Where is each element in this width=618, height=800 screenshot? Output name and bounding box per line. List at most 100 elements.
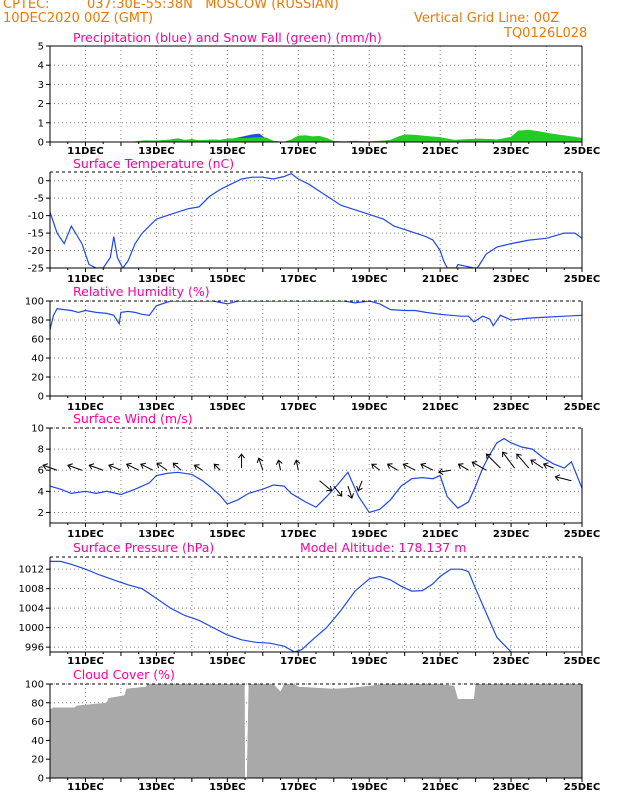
x-tick-label: 19DEC [351, 782, 387, 793]
panel-cloud: 11DEC 13DEC 15DEC 17DEC 19DEC 21DEC 23DEC 25DEC… [25, 667, 600, 793]
wind-arrow-head [193, 464, 200, 471]
wind-arrow-head [530, 459, 537, 465]
wind-arrow-head [125, 462, 132, 469]
y-tick-label: 6 [38, 466, 44, 477]
x-tick-label: 15DEC [209, 274, 245, 285]
panel-title-pressure: Surface Pressure (hPa) [73, 540, 214, 555]
wind-arrow [420, 463, 434, 471]
x-tick-label: 11DEC [67, 656, 103, 667]
wind-arrow [403, 463, 416, 471]
y-tick-label: 20 [31, 755, 44, 766]
y-tick-label: 1 [38, 118, 44, 129]
wind-arrow [555, 476, 572, 482]
y-tick-label: 60 [31, 335, 44, 346]
x-tick-label: 21DEC [422, 656, 458, 667]
x-tick-label: 13DEC [138, 529, 174, 540]
x-tick-label: 23DEC [493, 402, 529, 413]
y-tick-label: 3 [38, 80, 44, 91]
wind-arrow-head [336, 491, 343, 497]
y-tick-label: 4 [38, 487, 44, 498]
wind-arrow-head [140, 462, 146, 469]
x-tick-label: 15DEC [209, 146, 245, 157]
x-tick-label: 21DEC [422, 529, 458, 540]
x-tick-label: 15DEC [209, 782, 245, 793]
x-tick-label: 21DEC [422, 782, 458, 793]
x-tick-label: 21DEC [422, 146, 458, 157]
y-tick-label: 80 [31, 698, 44, 709]
wind-arrow-head [275, 459, 283, 465]
wind-arrow [438, 469, 451, 473]
wind-arrow [194, 464, 203, 471]
wind-arrow [530, 459, 544, 469]
model-altitude: Model Altitude: 178.137 m [300, 540, 466, 555]
y-tick-label: 100 [25, 680, 44, 691]
rh-line [50, 301, 582, 330]
wind-arrow [67, 464, 83, 471]
wind-arrow [333, 485, 343, 497]
wind-arrow [319, 480, 332, 492]
x-tick-label: 25DEC [564, 402, 600, 413]
x-tick-label: 25DEC [564, 274, 600, 285]
wind-arrow [89, 464, 104, 471]
wind-arrow [371, 463, 381, 471]
wind-arrow-head [542, 462, 549, 469]
header-source: CPTEC: [3, 0, 50, 12]
x-tick-label: 25DEC [564, 529, 600, 540]
x-tick-label: 25DEC [564, 656, 600, 667]
wind-arrow [357, 480, 363, 491]
panel-title-wind: Surface Wind (m/s) [73, 411, 193, 426]
x-tick-label: 11DEC [67, 146, 103, 157]
wind-arrow-head [471, 461, 478, 468]
y-tick-label: 40 [31, 354, 44, 365]
panel-rh: 11DEC 13DEC 15DEC 17DEC 19DEC 21DEC 23DEC 25DEC… [25, 284, 600, 413]
wind-arrow-head [371, 463, 377, 470]
wind-arrow-head [293, 459, 301, 465]
temp-line [50, 173, 582, 268]
y-tick-label: 2 [38, 99, 44, 110]
x-tick-label: 11DEC [67, 782, 103, 793]
wind-arrow [172, 462, 182, 471]
wind-arrow [140, 463, 154, 471]
y-tick-label: 100 [25, 297, 44, 308]
wind-arrow [387, 463, 398, 471]
x-tick-label: 23DEC [493, 782, 529, 793]
header-location: 037:30E-55:38N MOSCOW (RUSSIAN) [87, 0, 339, 12]
x-tick-label: 13DEC [138, 402, 174, 413]
x-tick-label: 17DEC [280, 782, 316, 793]
wind-line [50, 437, 582, 514]
wind-arrow [295, 460, 299, 471]
x-tick-label: 25DEC [564, 782, 600, 793]
panel-title-rh: Relative Humidity (%) [73, 284, 210, 299]
y-tick-label: -15 [28, 229, 44, 240]
y-tick-label: -25 [28, 264, 44, 275]
x-tick-label: 11DEC [67, 529, 103, 540]
cloud-cover-area [50, 684, 582, 778]
wind-arrow-head [108, 463, 114, 470]
panel-title-cloud: Cloud Cover (%) [73, 667, 175, 682]
wind-arrow-head [256, 457, 264, 464]
y-tick-label: -20 [28, 246, 44, 257]
wind-arrow [108, 464, 122, 471]
x-tick-label: 17DEC [280, 656, 316, 667]
x-tick-label: 21DEC [422, 274, 458, 285]
wind-arrow-head [402, 462, 409, 469]
x-tick-label: 11DEC [67, 274, 103, 285]
y-tick-label: 5 [38, 42, 44, 53]
y-tick-label: 1008 [19, 584, 44, 595]
wind-arrow [486, 453, 501, 469]
x-tick-label: 17DEC [280, 146, 316, 157]
y-tick-label: 10 [31, 424, 44, 435]
wind-arrow [502, 451, 516, 469]
y-tick-label: 0 [38, 138, 44, 149]
wind-arrow [156, 462, 168, 471]
header-run: 10DEC2020 00Z (GMT) [3, 11, 154, 26]
wind-arrow-head [213, 463, 220, 470]
wind-arrow [258, 458, 264, 471]
x-tick-label: 19DEC [351, 146, 387, 157]
x-tick-label: 17DEC [280, 274, 316, 285]
panel-wind: 11DEC 13DEC 15DEC 17DEC 19DEC 21DEC 23DEC 25DEC… [31, 411, 600, 540]
y-tick-label: 20 [31, 373, 44, 384]
y-tick-label: 60 [31, 717, 44, 728]
x-tick-label: 17DEC [280, 402, 316, 413]
panel-title-precip: Precipitation (blue) and Snow Fall (gree… [73, 30, 382, 45]
